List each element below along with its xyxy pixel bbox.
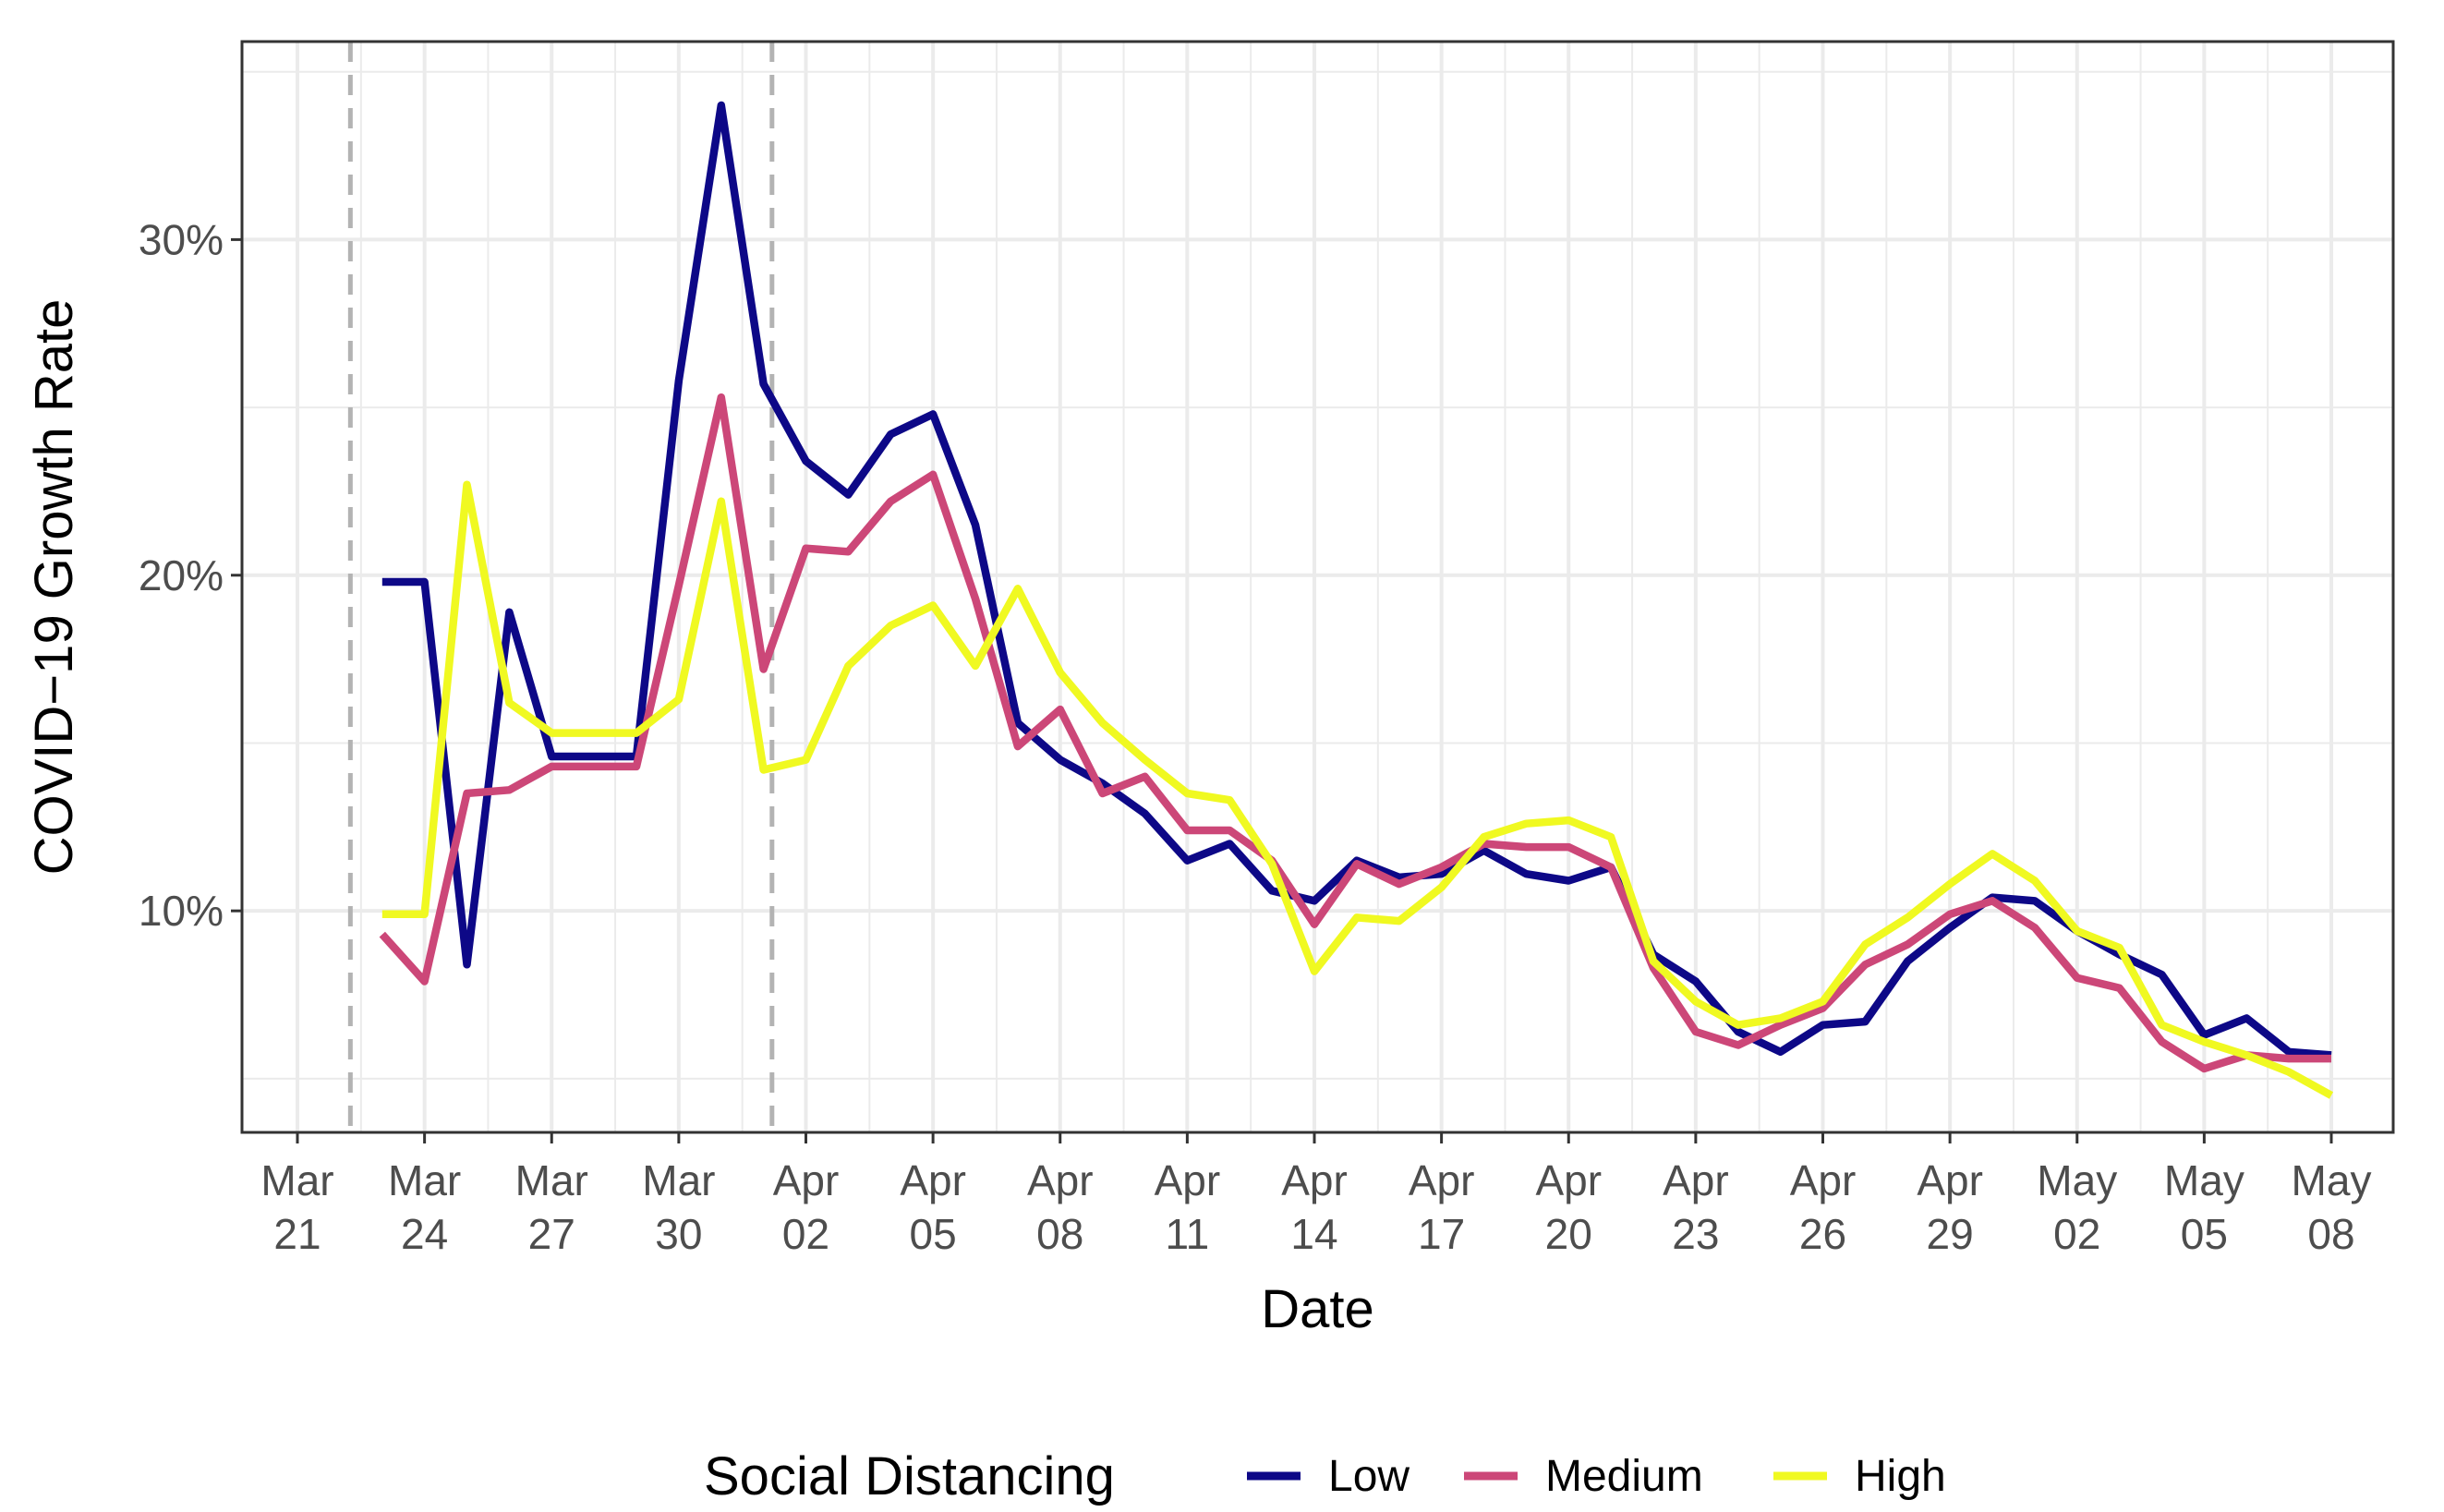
reference-lines xyxy=(347,42,775,1132)
legend-label-low: Low xyxy=(1328,1452,1410,1501)
x-tick-label: Mar 27 xyxy=(515,1156,588,1258)
y-axis: 10% 20% 30% xyxy=(139,215,242,935)
y-tick-label: 30% xyxy=(139,215,224,263)
x-tick-label: Apr 02 xyxy=(773,1156,840,1258)
series-layer xyxy=(379,101,2334,1099)
x-axis-title: Date xyxy=(1261,1279,1374,1339)
x-tick-label: Apr 05 xyxy=(900,1156,966,1258)
plot-panel xyxy=(240,40,2395,1134)
x-tick-label: Mar 21 xyxy=(260,1156,333,1258)
legend-title: Social Distancing xyxy=(704,1446,1115,1506)
x-tick-label: Apr 14 xyxy=(1281,1156,1348,1258)
series-line-medium xyxy=(379,393,2331,1073)
y-tick-label: 20% xyxy=(139,551,224,599)
x-tick-label: Apr 29 xyxy=(1917,1156,1983,1258)
y-tick-label: 10% xyxy=(139,887,224,935)
y-axis-title: COVID−19 Growth Rate xyxy=(24,299,84,876)
series-line-high xyxy=(381,480,2334,1099)
legend-label-high: High xyxy=(1855,1452,1946,1501)
legend: Social Distancing Low Medium High xyxy=(704,1446,1946,1506)
x-tick-label: May 02 xyxy=(2037,1156,2117,1258)
x-axis: Mar 21 Mar 24 Mar 27 Mar 30 Apr 02 Apr 05 Apr 08 Apr 11… xyxy=(260,1132,2371,1258)
x-tick-label: Apr 17 xyxy=(1409,1156,1475,1258)
x-tick-label: Apr 26 xyxy=(1790,1156,1857,1258)
x-tick-label: Apr 23 xyxy=(1663,1156,1729,1258)
x-tick-label: Mar 24 xyxy=(388,1156,461,1258)
x-tick-label: May 05 xyxy=(2164,1156,2244,1258)
x-tick-label: Mar 30 xyxy=(642,1156,715,1258)
x-tick-label: Apr 11 xyxy=(1155,1156,1221,1258)
gridlines xyxy=(242,42,2393,1132)
legend-label-medium: Medium xyxy=(1545,1452,1703,1501)
x-tick-label: May 08 xyxy=(2292,1156,2372,1258)
x-tick-label: Apr 08 xyxy=(1027,1156,1094,1258)
x-tick-label: Apr 20 xyxy=(1535,1156,1602,1258)
